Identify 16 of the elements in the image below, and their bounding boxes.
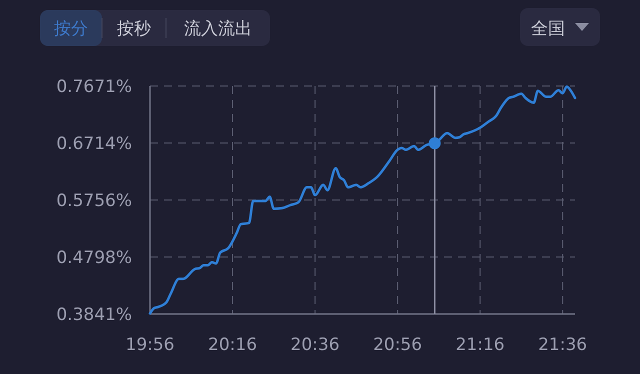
text: 按秒 [117, 19, 151, 39]
y-tick-label: 0.3841% [56, 305, 132, 325]
y-tick-label: 0.4798% [56, 248, 132, 268]
y-tick-label: 0.6714% [56, 134, 132, 154]
y-tick-label: 0.5756% [56, 191, 132, 211]
y-tick-label: 0.7671% [56, 77, 132, 97]
text: 按分 [54, 19, 88, 39]
x-tick-label: 20:56 [373, 335, 422, 355]
x-tick-label: 20:16 [208, 335, 258, 355]
text: 流入流出 [184, 19, 252, 39]
line-series [148, 85, 576, 315]
x-tick-label: 19:56 [126, 335, 174, 355]
text: 全国 [531, 19, 565, 39]
x-tick-label: 21:16 [456, 335, 505, 355]
x-tick-label: 20:36 [290, 335, 340, 355]
x-tick-label: 21:36 [538, 335, 588, 355]
